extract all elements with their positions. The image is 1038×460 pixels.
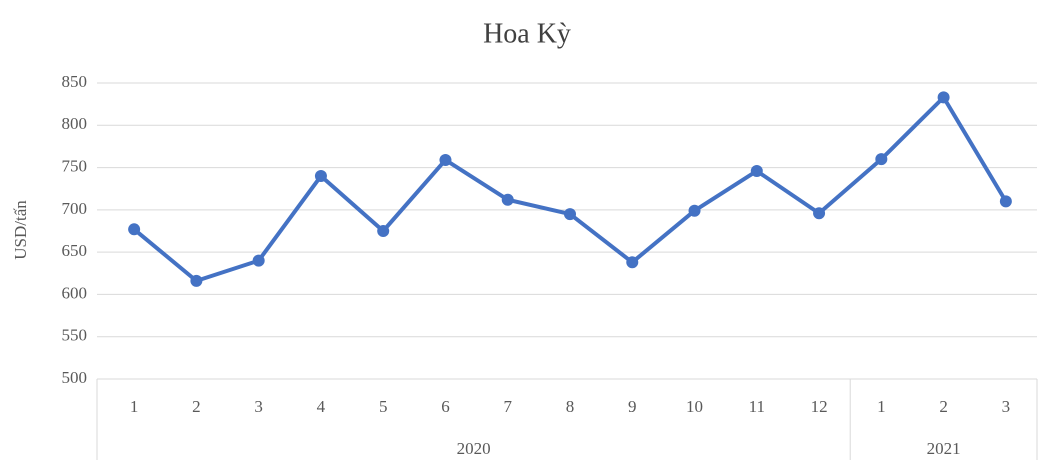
data-point	[314, 170, 327, 183]
x-tick-label: 9	[628, 397, 637, 416]
y-tick-label: 500	[62, 368, 88, 387]
x-tick-label: 3	[1002, 397, 1011, 416]
x-tick-label: 12	[811, 397, 828, 416]
group-label: 2021	[927, 439, 961, 458]
y-tick-label: 600	[62, 283, 88, 302]
data-point	[190, 274, 203, 287]
data-point	[439, 153, 452, 166]
y-tick-label: 650	[62, 241, 88, 260]
data-point	[688, 204, 701, 217]
data-point	[875, 153, 888, 166]
y-tick-label: 750	[62, 156, 88, 175]
x-tick-label: 1	[877, 397, 886, 416]
data-point	[501, 193, 514, 206]
x-tick-label: 2	[939, 397, 948, 416]
y-tick-label: 550	[62, 326, 88, 345]
x-tick-label: 8	[566, 397, 575, 416]
data-point	[128, 223, 141, 236]
data-point	[377, 225, 390, 237]
data-point	[937, 91, 950, 104]
chart-title: Hoa Kỳ	[483, 18, 571, 49]
y-tick-label: 800	[62, 114, 88, 133]
x-tick-label: 6	[441, 397, 450, 416]
x-tick-label: 4	[317, 397, 326, 416]
y-tick-label: 850	[62, 72, 88, 91]
y-axis-label: USD/tấn	[11, 200, 30, 260]
y-tick-label: 700	[62, 199, 88, 218]
data-point	[999, 195, 1012, 208]
x-tick-label: 10	[686, 397, 703, 416]
data-point	[750, 164, 763, 177]
x-tick-label: 11	[749, 397, 765, 416]
x-tick-label: 7	[503, 397, 512, 416]
data-point	[564, 208, 576, 221]
group-label: 2020	[457, 439, 491, 458]
data-point	[252, 254, 265, 267]
x-tick-label: 2	[192, 397, 201, 416]
data-point	[813, 207, 826, 220]
x-tick-label: 3	[254, 397, 263, 416]
x-tick-label: 1	[130, 397, 139, 416]
x-tick-label: 5	[379, 397, 388, 416]
data-point	[626, 256, 639, 269]
